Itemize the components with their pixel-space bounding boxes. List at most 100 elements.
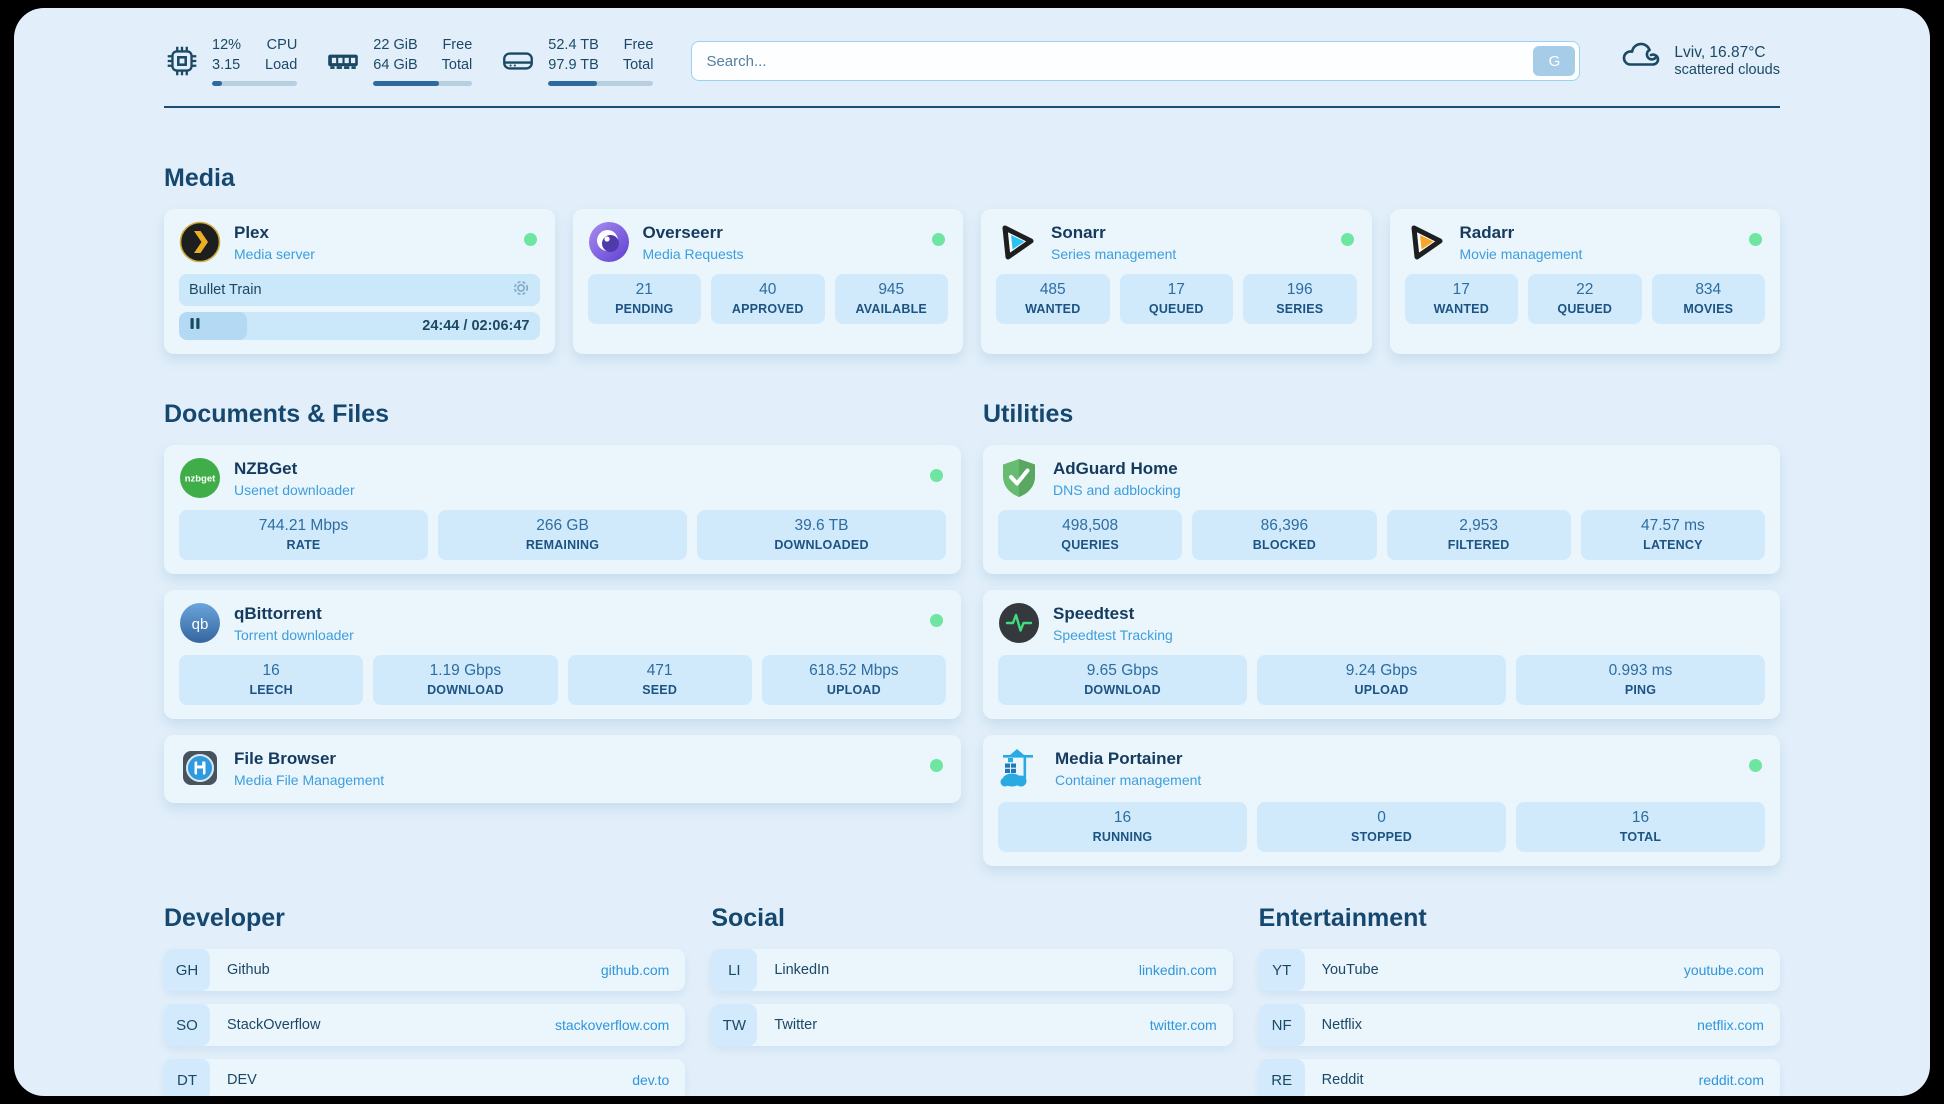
link-name: StackOverflow: [227, 1017, 321, 1033]
online-status-dot: [1749, 233, 1762, 246]
link-url[interactable]: reddit.com: [1698, 1072, 1764, 1088]
online-status-dot: [930, 759, 943, 772]
weather-location-temp: Lviv, 16.87°C: [1674, 44, 1766, 61]
stat-value: 17: [1452, 281, 1470, 298]
stat-value: 40: [759, 281, 777, 298]
stat-value: 945: [878, 281, 905, 298]
nzbget-icon: nzbget: [179, 457, 221, 499]
stat-seed: 471 SEED: [567, 655, 752, 705]
qbittorrent-icon: qb: [179, 602, 221, 644]
cpu-load-label: Load: [265, 57, 298, 73]
plex-icon: [179, 221, 221, 263]
disk-total-label: Total: [622, 57, 654, 73]
radarr-card[interactable]: Radarr Movie management 17 WANTED 22 QUE…: [1389, 209, 1780, 354]
speedtest-icon: [998, 602, 1040, 644]
link-reddit[interactable]: RE Reddit reddit.com: [1258, 1059, 1780, 1096]
speedtest-card[interactable]: Speedtest Speedtest Tracking 9.65 Gbps D…: [983, 590, 1780, 719]
stat-label: AVAILABLE: [855, 302, 927, 316]
search-provider-button[interactable]: G: [1533, 46, 1576, 76]
stat-label: DOWNLOAD: [1084, 683, 1161, 697]
stat-value: 16: [1113, 809, 1132, 826]
app-name: NZBGet: [234, 459, 298, 478]
nzbget-card[interactable]: nzbget NZBGet Usenet downloader 74: [164, 445, 961, 574]
stat-value: 834: [1695, 281, 1722, 298]
sonarr-card[interactable]: Sonarr Series management 485 WANTED 17 Q…: [981, 209, 1372, 354]
app-subtitle: Media File Management: [234, 772, 385, 788]
link-netflix[interactable]: NF Netflix netflix.com: [1258, 1004, 1780, 1046]
stat-value: 16: [1631, 809, 1650, 826]
cpu-load-value: 3.15: [212, 57, 241, 73]
disk-free-label: Free: [623, 37, 654, 54]
app-name: Speedtest: [1053, 604, 1135, 623]
link-url[interactable]: twitter.com: [1149, 1017, 1217, 1033]
stat-wanted: 17 WANTED: [1404, 274, 1518, 324]
app-name: File Browser: [234, 749, 337, 768]
stat-label: RATE: [286, 538, 321, 552]
stat-downloaded: 39.6 TB DOWNLOADED: [697, 510, 946, 560]
stat-value: 47.57 ms: [1640, 517, 1705, 534]
app-subtitle: Series management: [1051, 246, 1177, 262]
link-twitter[interactable]: TW Twitter twitter.com: [711, 1004, 1233, 1046]
cpu-progress-bar: [212, 80, 298, 86]
link-url[interactable]: stackoverflow.com: [554, 1017, 670, 1033]
ram-progress-bar: [373, 80, 473, 86]
stat-value: 471: [646, 662, 673, 679]
stat-label: PENDING: [615, 302, 674, 316]
link-github[interactable]: GH Github github.com: [164, 949, 686, 991]
stat-value: 618.52 Mbps: [809, 662, 899, 679]
adguard-card[interactable]: AdGuard Home DNS and adblocking 498,508 …: [983, 445, 1780, 574]
playback-time: 24:44 / 02:06:47: [422, 318, 530, 334]
overseerr-card[interactable]: Overseerr Media Requests 21 PENDING 40 A…: [572, 209, 963, 354]
link-name: Twitter: [774, 1017, 818, 1033]
link-url[interactable]: linkedin.com: [1138, 962, 1217, 978]
stat-value: 86,396: [1260, 517, 1309, 534]
app-subtitle: Torrent downloader: [234, 627, 354, 643]
cpu-chip-icon: [164, 43, 200, 79]
playback-progress-bar: 24:44 / 02:06:47: [179, 312, 540, 340]
pause-icon[interactable]: [189, 317, 201, 335]
filebrowser-card[interactable]: File Browser Media File Management: [164, 735, 961, 803]
now-playing-row: Bullet Train: [179, 274, 540, 306]
stat-queued: 17 QUEUED: [1119, 274, 1233, 324]
stat-value: 39.6 TB: [794, 517, 849, 534]
hard-drive-icon: [500, 43, 536, 79]
link-url[interactable]: github.com: [600, 962, 670, 978]
qbittorrent-card[interactable]: qb qBittorrent Torrent downloader: [164, 590, 961, 719]
top-bar: 12% CPU 3.15 Load: [164, 34, 1780, 88]
stat-value: 0.993 ms: [1608, 662, 1673, 679]
stat-label: SERIES: [1276, 302, 1324, 316]
link-name: YouTube: [1321, 962, 1379, 978]
stat-value: 485: [1039, 281, 1066, 298]
stat-label: RUNNING: [1092, 830, 1153, 844]
link-url[interactable]: dev.to: [632, 1072, 670, 1088]
link-badge: TW: [711, 1004, 758, 1046]
stat-label: APPROVED: [731, 302, 804, 316]
search-input[interactable]: [691, 41, 1581, 81]
app-subtitle: Usenet downloader: [234, 482, 355, 498]
ram-total-value: 64 GiB: [373, 57, 418, 73]
app-name: Sonarr: [1051, 223, 1106, 242]
app-subtitle: Movie management: [1459, 246, 1583, 262]
link-linkedin[interactable]: LI LinkedIn linkedin.com: [711, 949, 1233, 991]
now-playing-title: Bullet Train: [189, 282, 262, 298]
stat-label: PING: [1624, 683, 1657, 697]
app-name: Media Portainer: [1055, 749, 1183, 768]
stat-remaining: 266 GB REMAINING: [438, 510, 687, 560]
session-settings-icon[interactable]: [512, 279, 530, 301]
app-name: Overseerr: [642, 223, 723, 242]
link-dev[interactable]: DT DEV dev.to: [164, 1059, 686, 1096]
link-url[interactable]: netflix.com: [1697, 1017, 1764, 1033]
stat-wanted: 485 WANTED: [996, 274, 1110, 324]
stat-label: LATENCY: [1643, 538, 1703, 552]
online-status-dot: [523, 233, 537, 246]
link-badge: LI: [711, 949, 758, 991]
link-stackoverflow[interactable]: SO StackOverflow stackoverflow.com: [164, 1004, 686, 1046]
link-url[interactable]: youtube.com: [1683, 962, 1764, 978]
portainer-card[interactable]: Media Portainer Container management 16 …: [983, 735, 1780, 866]
radarr-icon: [1405, 221, 1447, 263]
link-youtube[interactable]: YT YouTube youtube.com: [1258, 949, 1780, 991]
link-name: DEV: [227, 1072, 257, 1088]
section-title-media: Media: [164, 164, 235, 192]
stat-queries: 498,508 QUERIES: [998, 510, 1183, 560]
plex-card[interactable]: Plex Media server Bullet Train: [164, 209, 555, 354]
